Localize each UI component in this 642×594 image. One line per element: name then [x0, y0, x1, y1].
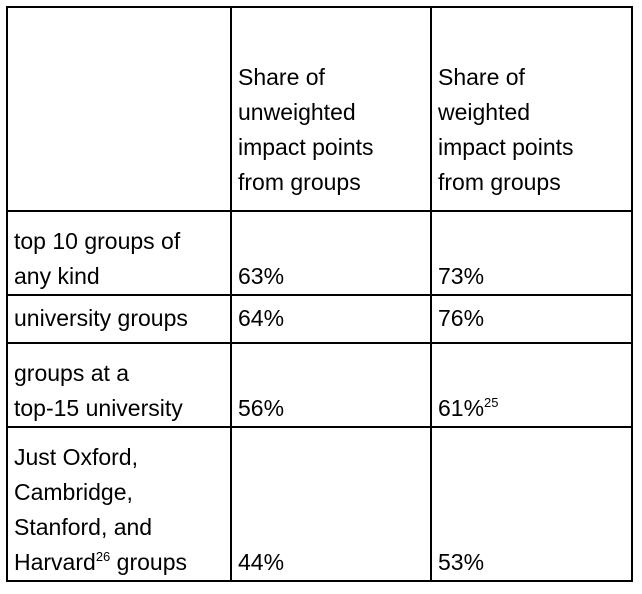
weighted-value: 73% [430, 210, 633, 296]
unweighted-value: 63% [230, 210, 432, 296]
header-unweighted-line: unweighted [238, 99, 356, 125]
header-weighted-line: Share of [438, 64, 525, 90]
row-label-line: university groups [14, 305, 188, 331]
unweighted-value: 64% [230, 294, 432, 344]
table-row: top 10 groups of any kind 63% 73% [6, 210, 633, 296]
weighted-value: 61% [438, 395, 485, 421]
table-row: university groups 64% 76% [6, 294, 633, 344]
row-label-line: top 10 groups of [14, 228, 181, 254]
unweighted-value: 56% [230, 342, 432, 428]
header-weighted-line: weighted [438, 99, 531, 125]
footnote-marker[interactable]: 26 [95, 549, 111, 564]
table-row: Just Oxford, Cambridge, Stanford, and Ha… [6, 426, 633, 582]
header-unweighted-line: from groups [238, 169, 361, 195]
row-label-university-groups: university groups [6, 294, 232, 344]
table-row: groups at a top-15 university 56% 61%25 [6, 342, 633, 428]
header-unweighted-line: Share of [238, 64, 325, 90]
weighted-value-cell: 61%25 [430, 342, 633, 428]
header-cell-unweighted: Share of unweighted impact points from g… [230, 6, 432, 212]
row-label-harvard: Harvard [14, 549, 96, 575]
row-label-top-15-university: groups at a top-15 university [6, 342, 232, 428]
header-cell-empty [6, 6, 232, 212]
row-label-top-10-groups: top 10 groups of any kind [6, 210, 232, 296]
row-label-oxford-cambridge-stanford-harvard: Just Oxford, Cambridge, Stanford, and Ha… [6, 426, 232, 582]
row-label-line: Harvard26 groups [14, 545, 224, 580]
row-label-line: any kind [14, 263, 100, 289]
header-weighted-line: from groups [438, 169, 561, 195]
weighted-value: 53% [430, 426, 633, 582]
row-label-line: top-15 university [14, 395, 183, 421]
impact-points-table: Share of unweighted impact points from g… [6, 6, 633, 582]
row-label-line: groups at a [14, 360, 130, 386]
header-cell-weighted: Share of weighted impact points from gro… [430, 6, 633, 212]
footnote-marker[interactable]: 25 [484, 395, 499, 410]
row-label-line: Cambridge, [14, 479, 133, 505]
weighted-value: 76% [430, 294, 633, 344]
unweighted-value: 44% [230, 426, 432, 582]
row-label-line: Just Oxford, [14, 444, 138, 470]
header-unweighted-line: impact points [238, 134, 374, 160]
header-row: Share of unweighted impact points from g… [6, 6, 633, 212]
row-label-line: Stanford, and [14, 514, 153, 540]
row-label-groups: groups [110, 549, 187, 575]
header-weighted-line: impact points [438, 134, 574, 160]
